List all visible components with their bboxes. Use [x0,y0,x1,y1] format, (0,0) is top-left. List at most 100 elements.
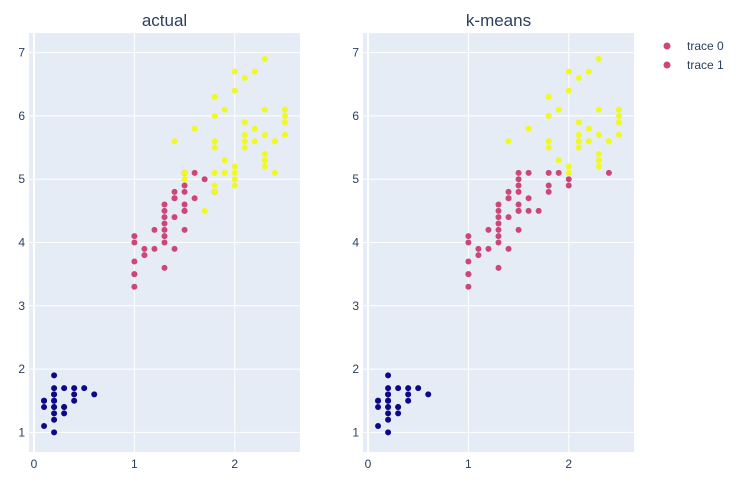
scatter-point-kmeans-cluster-0[interactable] [395,385,402,392]
scatter-point-kmeans-cluster-2[interactable] [575,144,582,151]
scatter-point-actual-cluster-1[interactable] [181,207,188,214]
scatter-point-actual-cluster-2[interactable] [171,138,178,145]
scatter-point-actual-cluster-1[interactable] [141,245,148,252]
scatter-point-kmeans-cluster-2[interactable] [565,163,572,170]
scatter-point-actual-cluster-2[interactable] [281,119,288,126]
scatter-point-actual-cluster-1[interactable] [151,226,158,233]
scatter-point-actual-cluster-2[interactable] [231,163,238,170]
scatter-point-actual-cluster-2[interactable] [221,106,228,113]
scatter-point-actual-cluster-1[interactable] [181,226,188,233]
scatter-point-actual-cluster-2[interactable] [231,68,238,75]
scatter-point-actual-cluster-2[interactable] [251,68,258,75]
scatter-point-kmeans-cluster-2[interactable] [585,68,592,75]
scatter-point-actual-cluster-2[interactable] [261,131,268,138]
scatter-point-kmeans-cluster-1[interactable] [495,220,502,227]
scatter-point-kmeans-cluster-1[interactable] [505,245,512,252]
scatter-point-actual-cluster-2[interactable] [241,131,248,138]
scatter-point-kmeans-cluster-1[interactable] [495,226,502,233]
scatter-point-actual-cluster-0[interactable] [71,391,78,398]
scatter-point-actual-cluster-0[interactable] [51,416,58,423]
scatter-point-kmeans-cluster-2[interactable] [545,138,552,145]
scatter-point-kmeans-cluster-1[interactable] [495,207,502,214]
scatter-point-kmeans-cluster-0[interactable] [405,397,412,404]
scatter-point-kmeans-cluster-2[interactable] [575,119,582,126]
scatter-point-actual-cluster-2[interactable] [241,138,248,145]
scatter-point-kmeans-cluster-0[interactable] [415,385,422,392]
scatter-point-kmeans-cluster-2[interactable] [565,169,572,176]
scatter-point-actual-cluster-2[interactable] [261,150,268,157]
scatter-point-kmeans-cluster-2[interactable] [595,163,602,170]
scatter-point-actual-cluster-0[interactable] [61,404,68,411]
scatter-point-kmeans-cluster-0[interactable] [385,385,392,392]
scatter-point-kmeans-cluster-1[interactable] [495,239,502,246]
scatter-point-kmeans-cluster-2[interactable] [575,131,582,138]
scatter-point-actual-cluster-0[interactable] [91,391,98,398]
scatter-point-actual-cluster-0[interactable] [51,372,58,379]
scatter-point-kmeans-cluster-1[interactable] [515,188,522,195]
scatter-point-kmeans-cluster-1[interactable] [505,195,512,202]
scatter-point-kmeans-cluster-1[interactable] [485,245,492,252]
scatter-point-kmeans-cluster-2[interactable] [575,74,582,81]
scatter-point-kmeans-cluster-2[interactable] [595,55,602,62]
scatter-point-kmeans-cluster-1[interactable] [605,169,612,176]
scatter-point-actual-cluster-1[interactable] [201,176,208,183]
scatter-point-actual-cluster-2[interactable] [251,125,258,132]
scatter-point-kmeans-cluster-2[interactable] [545,112,552,119]
scatter-point-kmeans-cluster-1[interactable] [515,176,522,183]
scatter-point-kmeans-cluster-1[interactable] [525,169,532,176]
scatter-point-kmeans-cluster-2[interactable] [595,131,602,138]
scatter-point-kmeans-cluster-1[interactable] [505,214,512,221]
scatter-point-actual-cluster-1[interactable] [171,245,178,252]
scatter-point-actual-cluster-2[interactable] [271,138,278,145]
scatter-point-kmeans-cluster-0[interactable] [405,385,412,392]
scatter-point-kmeans-cluster-2[interactable] [565,87,572,94]
scatter-point-kmeans-cluster-2[interactable] [585,125,592,132]
scatter-point-actual-cluster-1[interactable] [161,201,168,208]
scatter-point-kmeans-cluster-1[interactable] [515,201,522,208]
legend-item-trace-0[interactable]: trace 0 [663,39,725,53]
scatter-point-actual-cluster-1[interactable] [151,245,158,252]
scatter-point-kmeans-cluster-1[interactable] [465,239,472,246]
scatter-point-kmeans-cluster-2[interactable] [525,125,532,132]
scatter-point-kmeans-cluster-1[interactable] [515,226,522,233]
scatter-point-kmeans-cluster-0[interactable] [375,404,382,411]
scatter-point-kmeans-cluster-0[interactable] [395,404,402,411]
scatter-point-kmeans-cluster-1[interactable] [495,264,502,271]
scatter-point-actual-cluster-2[interactable] [281,106,288,113]
scatter-point-kmeans-cluster-1[interactable] [505,188,512,195]
scatter-point-kmeans-cluster-1[interactable] [465,283,472,290]
scatter-point-actual-cluster-1[interactable] [161,214,168,221]
scatter-point-kmeans-cluster-2[interactable] [555,106,562,113]
scatter-point-actual-cluster-0[interactable] [51,429,58,436]
scatter-point-kmeans-cluster-0[interactable] [385,397,392,404]
scatter-point-actual-cluster-2[interactable] [241,119,248,126]
scatter-point-actual-cluster-0[interactable] [41,423,48,430]
scatter-point-actual-cluster-2[interactable] [211,138,218,145]
scatter-point-actual-cluster-2[interactable] [231,87,238,94]
scatter-point-kmeans-cluster-2[interactable] [595,150,602,157]
scatter-point-kmeans-cluster-1[interactable] [555,169,562,176]
scatter-point-actual-cluster-1[interactable] [141,252,148,259]
scatter-point-actual-cluster-1[interactable] [161,220,168,227]
scatter-point-actual-cluster-2[interactable] [211,182,218,189]
scatter-point-actual-cluster-2[interactable] [261,106,268,113]
scatter-point-kmeans-cluster-2[interactable] [575,138,582,145]
scatter-point-actual-cluster-1[interactable] [131,271,138,278]
scatter-point-kmeans-cluster-2[interactable] [615,131,622,138]
scatter-point-kmeans-cluster-0[interactable] [385,429,392,436]
scatter-point-actual-cluster-1[interactable] [131,283,138,290]
scatter-point-actual-cluster-2[interactable] [221,157,228,164]
scatter-point-actual-cluster-0[interactable] [61,385,68,392]
scatter-point-kmeans-cluster-1[interactable] [545,182,552,189]
scatter-point-actual-cluster-2[interactable] [221,169,228,176]
scatter-point-kmeans-cluster-2[interactable] [595,157,602,164]
scatter-point-kmeans-cluster-1[interactable] [495,233,502,240]
scatter-point-actual-cluster-1[interactable] [161,233,168,240]
scatter-point-actual-cluster-0[interactable] [51,385,58,392]
scatter-point-kmeans-cluster-1[interactable] [545,188,552,195]
scatter-point-actual-cluster-2[interactable] [281,112,288,119]
scatter-point-actual-cluster-2[interactable] [211,93,218,100]
scatter-point-actual-cluster-0[interactable] [81,385,88,392]
scatter-point-actual-cluster-0[interactable] [71,385,78,392]
scatter-point-kmeans-cluster-1[interactable] [545,169,552,176]
